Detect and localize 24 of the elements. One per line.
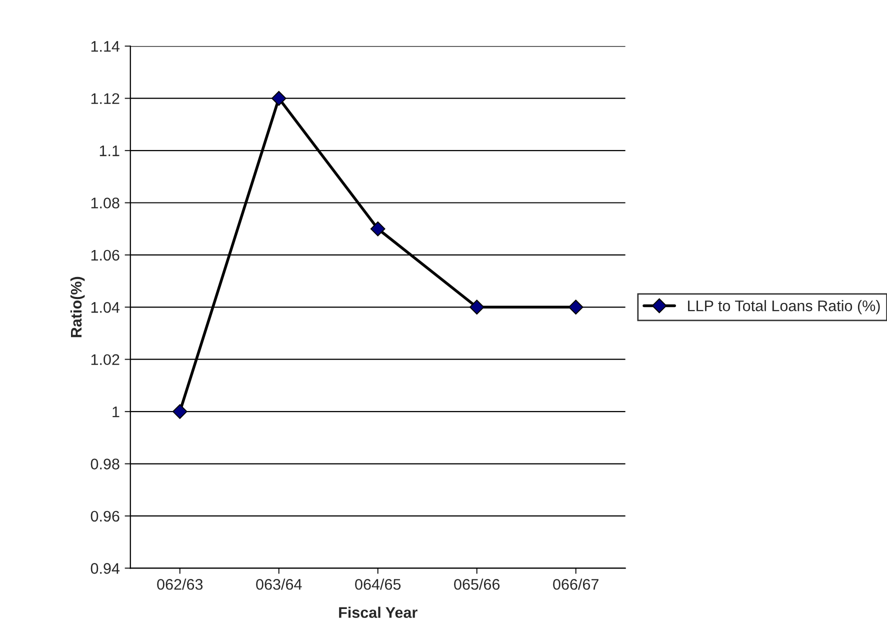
- x-tick-label: 065/66: [454, 578, 500, 590]
- y-tick-label: 0.98: [90, 458, 120, 470]
- point: [370, 221, 386, 236]
- point: [469, 300, 484, 315]
- y-tick-label: 1: [112, 406, 120, 418]
- y-tick-label: 1.14: [91, 41, 120, 52]
- y-tick-label: 0.96: [90, 510, 120, 522]
- legend-label: LLP to Total Loans Ratio (%): [688, 300, 880, 314]
- point: [568, 300, 584, 315]
- x-tick-label: 063/64: [256, 578, 302, 590]
- x-axis-title: Fiscal Year: [339, 606, 418, 618]
- y-axis-title: Ratio(%): [70, 276, 85, 338]
- point: [271, 90, 286, 106]
- y-tick-label: 1.08: [91, 198, 120, 208]
- y-tick-label: 1.06: [91, 250, 120, 261]
- y-tick-label: 1.04: [91, 302, 120, 313]
- y-tick-label: 1.1: [100, 146, 120, 156]
- x-tick-label: 066/67: [553, 578, 598, 590]
- x-tick-label: 062/63: [157, 578, 203, 590]
- x-tick-label: 064/65: [355, 578, 401, 590]
- y-tick-label: 1.12: [91, 93, 120, 104]
- y-tick-label: 1.02: [91, 354, 120, 366]
- point: [172, 404, 188, 419]
- y-tick-label: 0.94: [90, 563, 120, 574]
